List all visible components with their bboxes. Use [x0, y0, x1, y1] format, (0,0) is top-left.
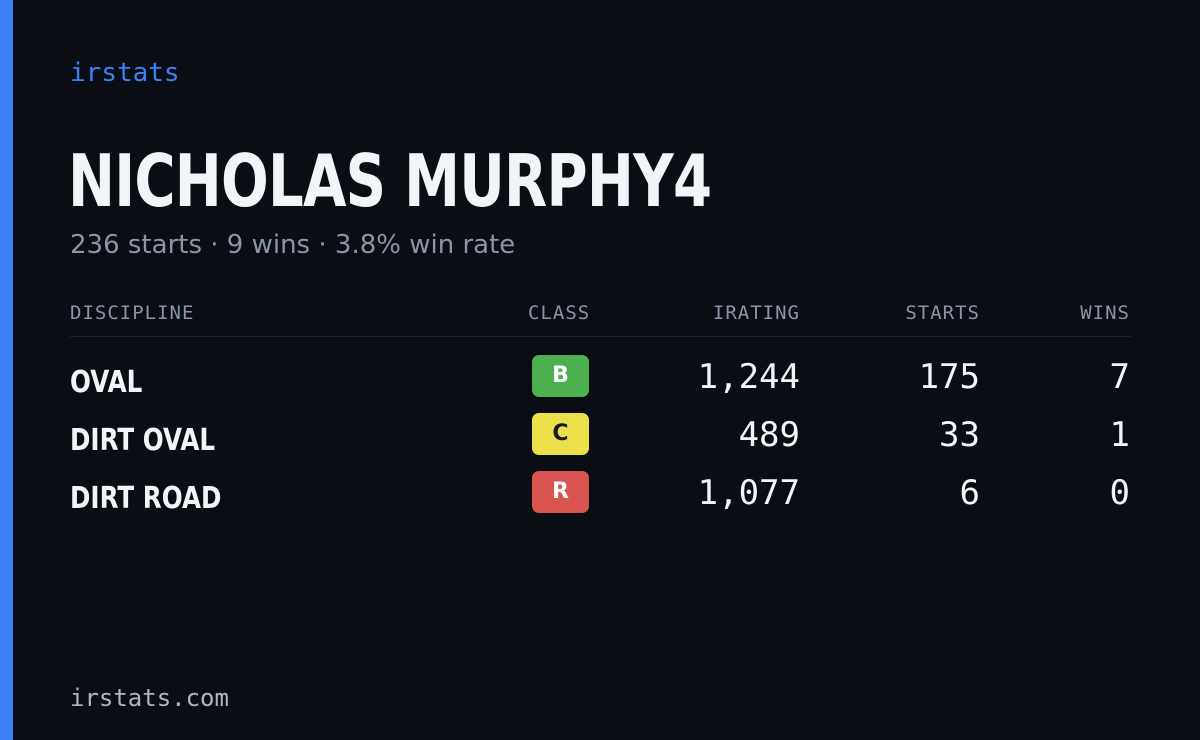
- header-irating: IRATING: [712, 302, 800, 324]
- table-row: DIRT ROAD R 1,077 6 0: [70, 469, 1131, 527]
- header-class: CLASS: [528, 302, 591, 324]
- brand-logo: irstats: [70, 58, 180, 88]
- accent-bar: [0, 0, 13, 740]
- starts-value: 33: [939, 415, 980, 455]
- irating-value: 1,244: [697, 357, 800, 397]
- wins-value: 7: [1109, 357, 1130, 397]
- starts-value: 6: [959, 473, 980, 513]
- table-header: DISCIPLINE CLASS IRATING STARTS WINS: [70, 296, 1131, 337]
- discipline-name: DIRT ROAD: [70, 481, 222, 516]
- class-badge: B: [532, 355, 589, 397]
- discipline-table: DISCIPLINE CLASS IRATING STARTS WINS OVA…: [70, 296, 1131, 527]
- table-row: OVAL B 1,244 175 7: [70, 353, 1131, 411]
- header-discipline: DISCIPLINE: [70, 302, 195, 324]
- footer-domain: irstats.com: [70, 684, 229, 712]
- irating-value: 489: [738, 415, 800, 455]
- wins-value: 0: [1109, 473, 1130, 513]
- wins-value: 1: [1109, 415, 1130, 455]
- header-wins: WINS: [1080, 302, 1130, 324]
- discipline-name: OVAL: [70, 365, 143, 400]
- class-badge: R: [532, 471, 589, 513]
- table-row: DIRT OVAL C 489 33 1: [70, 411, 1131, 469]
- discipline-name: DIRT OVAL: [70, 423, 216, 458]
- career-summary: 236 starts · 9 wins · 3.8% win rate: [70, 230, 516, 260]
- header-starts: STARTS: [905, 302, 980, 324]
- irating-value: 1,077: [697, 473, 800, 513]
- driver-name: NICHOLAS MURPHY4: [68, 139, 712, 223]
- starts-value: 175: [918, 357, 980, 397]
- class-badge: C: [532, 413, 589, 455]
